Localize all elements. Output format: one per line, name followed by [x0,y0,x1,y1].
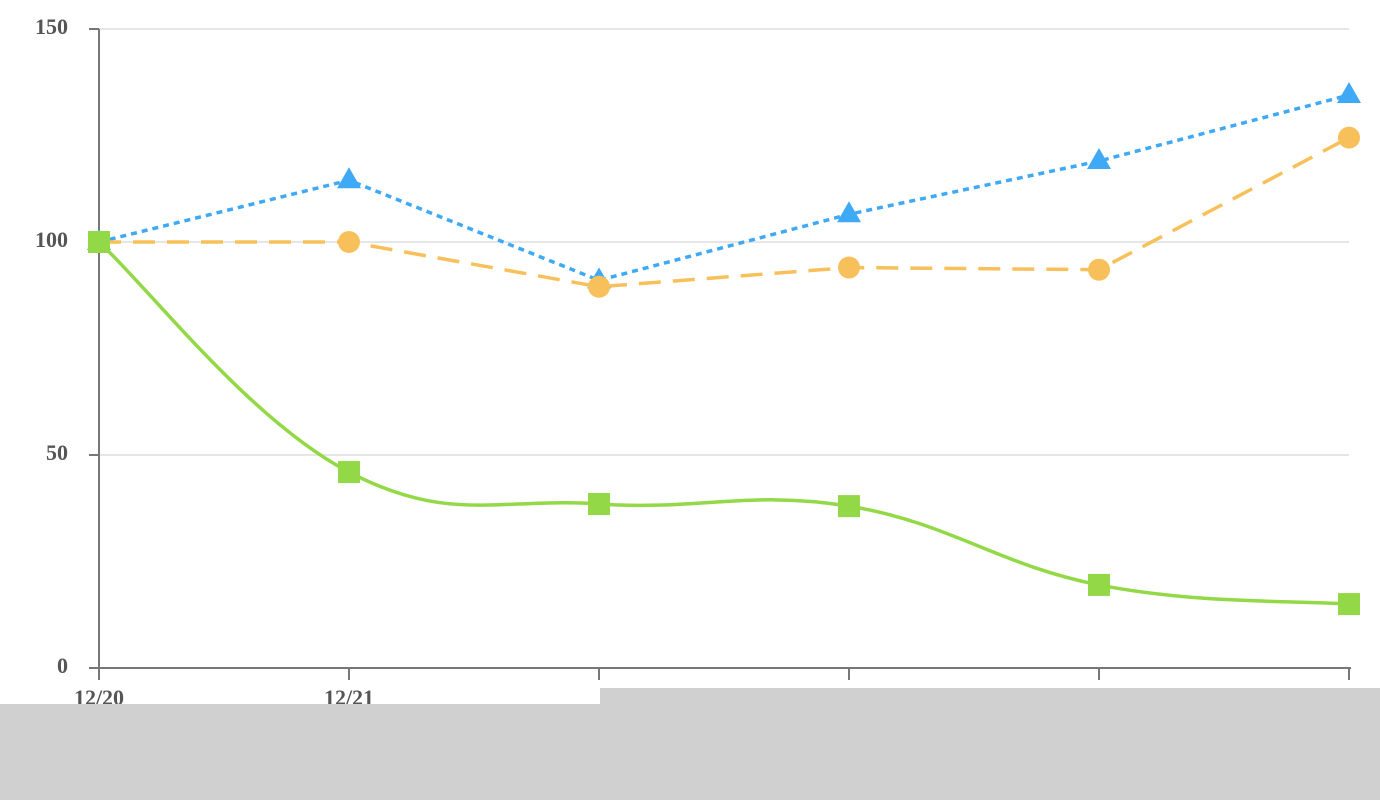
y-tick-label: 150 [35,14,68,39]
marker [338,461,360,484]
marker [838,495,860,518]
series-line [98,93,1350,283]
y-tick-label: 0 [57,653,68,678]
y-tick-label: 50 [46,440,68,465]
marker [1088,573,1110,596]
marker [588,275,610,298]
series-line [99,136,1350,289]
marker [1088,258,1110,281]
marker [1338,126,1360,149]
marker [1338,593,1360,616]
marker [88,231,110,253]
y-tick-label: 100 [35,227,68,252]
series-line [97,240,1350,606]
marker [338,231,360,253]
marker [1337,82,1361,104]
overlay [0,704,1380,800]
overlay [600,688,1380,708]
marker [337,167,361,189]
marker [838,256,860,279]
marker [837,201,861,223]
marker [588,492,610,515]
marker [1087,148,1111,170]
